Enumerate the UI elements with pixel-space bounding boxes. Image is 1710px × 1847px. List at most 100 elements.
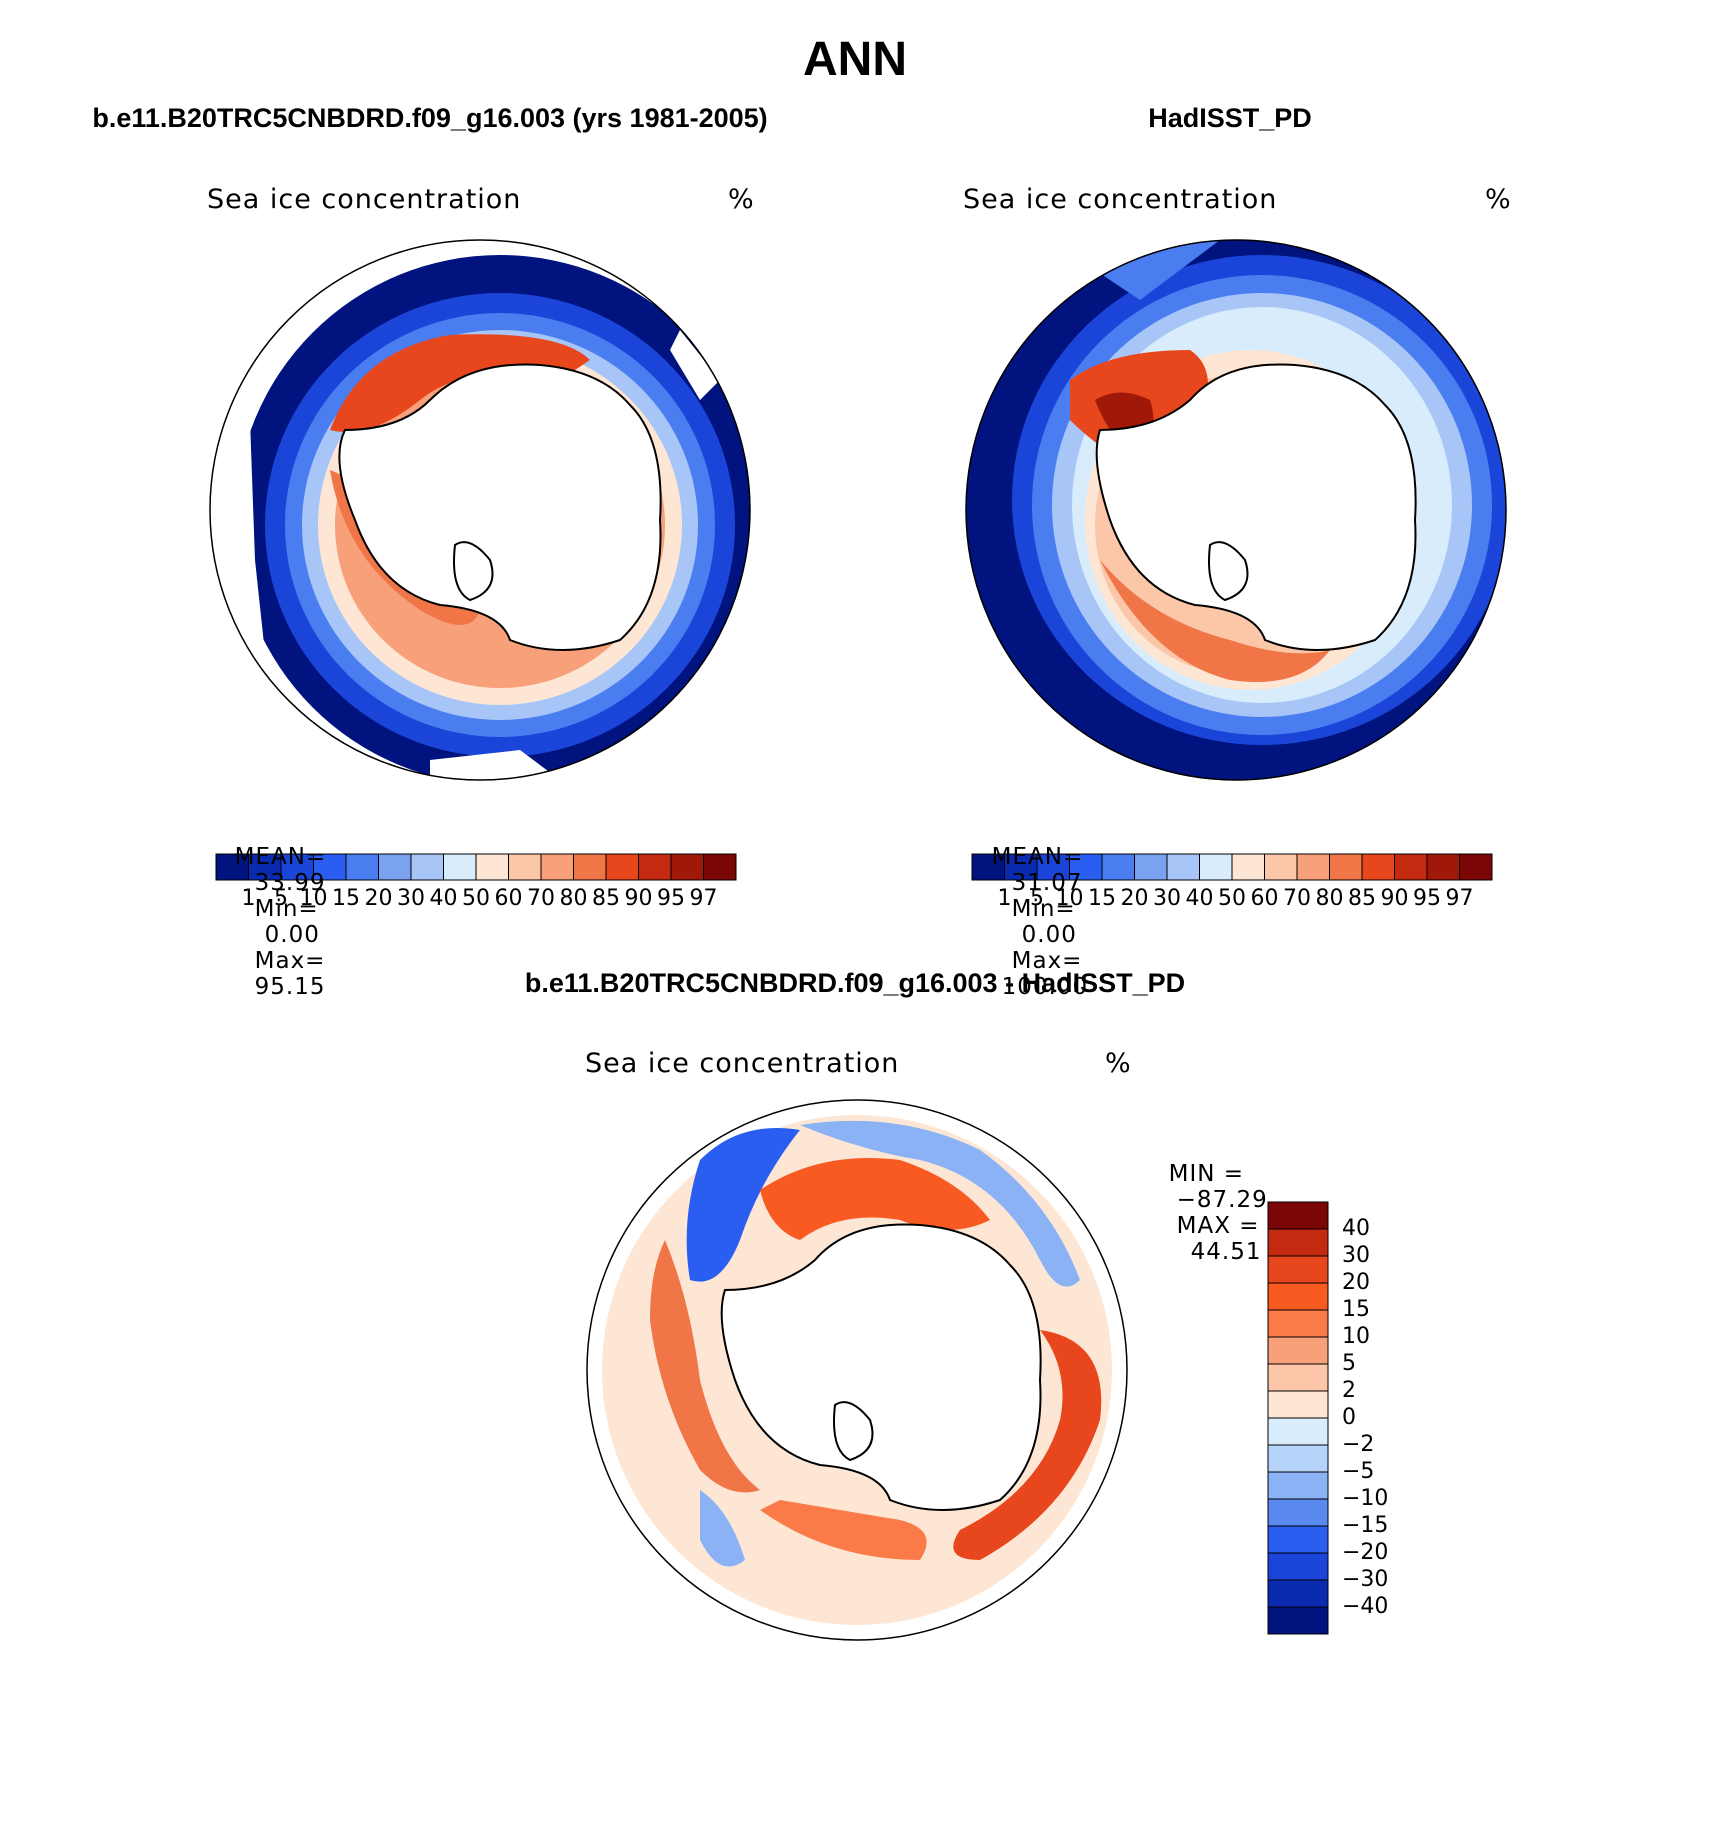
mean-label: MEAN= bbox=[234, 844, 327, 870]
colorbar-swatch bbox=[1267, 1309, 1329, 1338]
colorbar-tick-label: 60 bbox=[1250, 886, 1279, 911]
colorbar-tick-label: 5 bbox=[1030, 886, 1044, 911]
colorbar-swatch bbox=[540, 853, 574, 881]
colorbar-swatch bbox=[1264, 853, 1298, 881]
colorbar-tick-label: −2 bbox=[1342, 1432, 1375, 1457]
colorbar-tick-label: 1 bbox=[997, 886, 1012, 911]
colorbar-swatch bbox=[1267, 1552, 1329, 1581]
colorbar-swatch bbox=[1426, 853, 1460, 881]
min-value: 0.00 bbox=[1021, 922, 1077, 948]
colorbar-tick-label: −5 bbox=[1342, 1459, 1375, 1484]
colorbar-swatch bbox=[1267, 1255, 1329, 1284]
colorbar-swatch bbox=[1069, 853, 1103, 881]
colorbar-tick-label: −10 bbox=[1342, 1486, 1389, 1511]
colorbar-swatch bbox=[508, 853, 542, 881]
colorbar-tick-label: 60 bbox=[494, 886, 523, 911]
colorbar-tick-label: 95 bbox=[657, 886, 685, 911]
mean-label: MEAN= bbox=[991, 844, 1084, 870]
colorbar-tick-label: 15 bbox=[1342, 1297, 1370, 1322]
max-value: 100.00 bbox=[1001, 974, 1089, 1000]
colorbar-tick-label: −20 bbox=[1342, 1540, 1389, 1565]
colorbar-tick-label: 5 bbox=[274, 886, 288, 911]
colorbar-swatch bbox=[1267, 1363, 1329, 1392]
max-label: Max= bbox=[254, 948, 326, 974]
min-label: Min= bbox=[1011, 896, 1076, 922]
colorbar-swatch bbox=[345, 853, 379, 881]
colorbar-tick-label: 40 bbox=[1342, 1216, 1370, 1241]
colorbar-tick-label: 80 bbox=[559, 886, 588, 911]
stats-model: MEAN= 33.99 Min= 0.00 Max= 95.15 bbox=[218, 818, 326, 1000]
colorbar-swatch bbox=[475, 853, 509, 881]
mean-value: 31.07 bbox=[1011, 870, 1083, 896]
colorbar-swatch bbox=[1231, 853, 1265, 881]
min-value: 0.00 bbox=[264, 922, 320, 948]
mean-value: 33.99 bbox=[254, 870, 326, 896]
variable-label-model: Sea ice concentration bbox=[207, 184, 522, 215]
colorbar-swatch bbox=[1267, 1579, 1329, 1608]
colorbar-tick-label: 15 bbox=[332, 886, 360, 911]
colorbar-swatch bbox=[1267, 1282, 1329, 1311]
units-label-obs: % bbox=[1485, 184, 1512, 215]
colorbar-obs bbox=[971, 853, 1493, 881]
units-label-model: % bbox=[728, 184, 755, 215]
colorbar-swatch bbox=[1296, 853, 1330, 881]
colorbar-tick-label: 40 bbox=[429, 886, 458, 911]
max-value: 95.15 bbox=[254, 974, 326, 1000]
stats-obs: MEAN= 31.07 Min= 0.00 Max= 100.00 bbox=[975, 818, 1088, 1000]
colorbar-swatch bbox=[378, 853, 412, 881]
colorbar-tick-label: 2 bbox=[1342, 1378, 1356, 1403]
colorbar-swatch bbox=[638, 853, 672, 881]
colorbar-swatch bbox=[1361, 853, 1395, 881]
colorbar-tick-label: 10 bbox=[1342, 1324, 1370, 1349]
colorbar-tick-label: 5 bbox=[1342, 1351, 1356, 1376]
max-label: MAX = bbox=[1176, 1213, 1260, 1239]
colorbar-tick-label: 1 bbox=[241, 886, 256, 911]
colorbar-tick-label: 30 bbox=[1153, 886, 1181, 911]
colorbar-swatch bbox=[1134, 853, 1168, 881]
colorbar-swatch bbox=[670, 853, 704, 881]
colorbar-tick-label: 20 bbox=[1120, 886, 1149, 911]
colorbar-tick-label: 90 bbox=[1380, 886, 1409, 911]
colorbar-tick-label: 97 bbox=[689, 886, 718, 911]
colorbar-swatch bbox=[1459, 853, 1493, 881]
colorbar-swatch bbox=[1267, 1498, 1329, 1527]
colorbar-swatch bbox=[1394, 853, 1428, 881]
colorbar-tick-label: 10 bbox=[1055, 886, 1084, 911]
colorbar-swatch bbox=[1267, 1201, 1329, 1230]
colorbar-swatch bbox=[1101, 853, 1135, 881]
max-value: 44.51 bbox=[1190, 1239, 1262, 1265]
diff-panel-title: b.e11.B20TRC5CNBDRD.f09_g16.003 - HadISS… bbox=[524, 968, 1186, 998]
colorbar-swatch bbox=[1267, 1228, 1329, 1257]
colorbar-swatch bbox=[1199, 853, 1233, 881]
colorbar-swatch bbox=[1267, 1390, 1329, 1419]
diff-minmax: MIN = −87.29 MAX = 44.51 bbox=[1152, 1135, 1268, 1265]
variable-label-obs: Sea ice concentration bbox=[963, 184, 1278, 215]
colorbar-swatch bbox=[1267, 1471, 1329, 1500]
panel-title-obs: HadISST_PD bbox=[1148, 103, 1312, 133]
colorbar-swatch bbox=[443, 853, 477, 881]
colorbar-tick-label: 70 bbox=[527, 886, 555, 911]
colorbar-tick-label: 20 bbox=[1342, 1270, 1370, 1295]
colorbar-swatch bbox=[605, 853, 639, 881]
colorbar-tick-label: 90 bbox=[624, 886, 653, 911]
colorbar-swatch bbox=[215, 853, 249, 881]
colorbar-swatch bbox=[248, 853, 282, 881]
colorbar-tick-label: 30 bbox=[1342, 1243, 1370, 1268]
colorbar-diff bbox=[1267, 1201, 1329, 1635]
colorbar-swatch bbox=[1166, 853, 1200, 881]
colorbar-tick-label: 95 bbox=[1413, 886, 1441, 911]
colorbar-tick-label: 40 bbox=[1185, 886, 1214, 911]
colorbar-tick-label: 0 bbox=[1342, 1405, 1356, 1430]
colorbar-swatch bbox=[1267, 1606, 1329, 1635]
colorbar-tick-label: 15 bbox=[1088, 886, 1116, 911]
colorbar-tick-label: 30 bbox=[397, 886, 425, 911]
colorbar-tick-label: 10 bbox=[299, 886, 328, 911]
colorbar-tick-label: 70 bbox=[1283, 886, 1311, 911]
units-label-diff: % bbox=[1105, 1048, 1132, 1079]
colorbar-tick-label: 50 bbox=[462, 886, 490, 911]
colorbar-swatch bbox=[1267, 1336, 1329, 1365]
colorbar-tick-label: 85 bbox=[1348, 886, 1376, 911]
colorbar-tick-label: 80 bbox=[1315, 886, 1344, 911]
min-label: Min= bbox=[254, 896, 319, 922]
